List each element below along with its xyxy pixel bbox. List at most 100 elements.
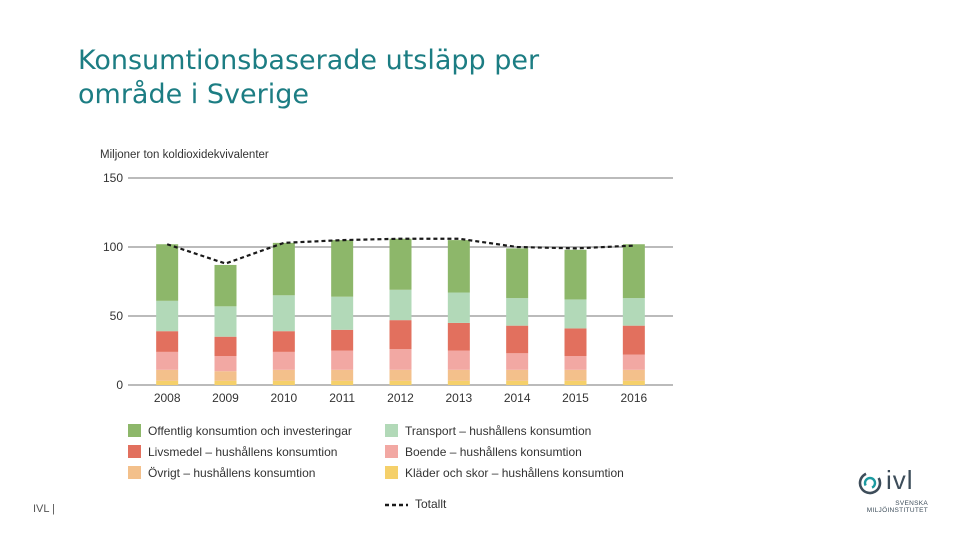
footer-label: IVL | [33,503,56,515]
bar-transport-2013 [447,292,470,323]
legend-swatch-offentlig [128,424,141,437]
legend-item-livsmedel: Livsmedel – hushållens konsumtion [128,445,337,459]
legend-swatch-boende [385,445,398,458]
slide-title: Konsumtionsbaserade utsläpp per område i… [78,44,539,112]
bar-ovrigt-2008 [156,369,179,381]
bar-transport-2012 [389,289,412,321]
bar-ovrigt-2009 [214,371,237,381]
legend-item-offentlig: Offentlig konsumtion och investeringar [128,424,352,438]
y-tick-labels: 0 50 100 150 [103,171,123,392]
legend-label-totalt: Totallt [415,497,447,511]
bar-stack-2015 [564,249,587,385]
legend-label-offentlig: Offentlig konsumtion och investeringar [148,424,352,438]
bar-stack-2013 [447,240,470,385]
x-tick-labels: 2008 2009 2010 2011 2012 2013 2014 2015 2016 [154,391,648,405]
bar-boende-2011 [331,350,354,370]
bar-klader-2012 [389,380,412,385]
bar-livsmedel-2012 [389,320,412,350]
bar-offentlig-2013 [447,240,470,293]
bar-offentlig-2009 [214,264,237,307]
logo-subtitle-line-2: MILJÖINSTITUTET [866,507,928,514]
bar-livsmedel-2008 [156,331,179,352]
bar-livsmedel-2015 [564,328,587,357]
bars [156,238,645,385]
y-tick-label-100: 100 [103,240,123,254]
slide-title-line-1: Konsumtionsbaserade utsläpp per [78,45,540,76]
bar-klader-2013 [447,380,470,385]
legend-swatch-livsmedel [128,445,141,458]
bar-ovrigt-2012 [389,369,412,381]
bar-boende-2010 [272,351,295,370]
logo-wordmark: ivl [886,465,914,495]
bar-offentlig-2014 [506,248,529,299]
bar-klader-2009 [214,380,237,385]
bar-klader-2014 [506,380,529,385]
legend-label-klader: Kläder och skor – hushållens konsumtion [405,466,624,480]
x-tick-label-2009: 2009 [212,391,239,405]
legend-item-ovrigt: Övrigt – hushållens konsumtion [128,466,315,480]
legend-item-klader: Kläder och skor – hushållens konsumtion [385,466,624,480]
legend-item-transport: Transport – hushållens konsumtion [385,424,591,438]
legend-swatch-klader [385,466,398,479]
bar-klader-2008 [156,380,179,385]
bar-transport-2010 [272,295,295,332]
bar-boende-2008 [156,351,179,370]
stacked-bar-chart: Miljoner ton koldioxidekvivalenter 0 50 10… [100,149,673,511]
bar-offentlig-2011 [331,240,354,297]
x-tick-label-2011: 2011 [329,391,355,405]
bar-offentlig-2010 [272,242,295,296]
bar-livsmedel-2016 [622,325,645,355]
x-tick-label-2014: 2014 [504,391,531,405]
bar-offentlig-2008 [156,244,179,301]
bar-transport-2016 [622,298,645,326]
x-tick-label-2013: 2013 [445,391,472,405]
legend-swatch-transport [385,424,398,437]
bar-stack-2014 [506,248,529,385]
bar-livsmedel-2009 [214,336,237,357]
legend-item-totalt: Totallt [385,497,447,511]
legend-label-boende: Boende – hushållens konsumtion [405,445,582,459]
x-tick-label-2012: 2012 [387,391,414,405]
x-tick-label-2010: 2010 [270,391,297,405]
bar-stack-2008 [156,244,179,385]
y-tick-label-150: 150 [103,171,123,185]
bar-livsmedel-2013 [447,322,470,351]
logo-subtitle-line-1: SVENSKA [895,500,928,507]
bar-boende-2009 [214,356,237,372]
y-axis-label: Miljoner ton koldioxidekvivalenter [100,149,269,161]
x-tick-label-2016: 2016 [620,391,647,405]
bar-stack-2010 [272,242,295,385]
bar-ovrigt-2011 [331,369,354,381]
bar-offentlig-2016 [622,244,645,299]
bar-klader-2016 [622,380,645,385]
bar-transport-2008 [156,300,179,332]
slide-title-line-2: område i Sverige [78,79,309,110]
total-line [166,237,634,265]
bar-klader-2015 [564,380,587,385]
ivl-logo: ivl SVENSKA MILJÖINSTITUTET [858,465,930,521]
bar-ovrigt-2014 [506,369,529,381]
bar-ovrigt-2015 [564,369,587,381]
bar-ovrigt-2013 [447,369,470,381]
legend: Offentlig konsumtion och investeringar Tr… [128,424,624,511]
logo-subtitle: SVENSKA MILJÖINSTITUTET [866,500,928,514]
legend-item-boende: Boende – hushållens konsumtion [385,445,582,459]
y-tick-label-0: 0 [116,378,123,392]
bar-offentlig-2012 [389,238,412,290]
bar-ovrigt-2010 [272,369,295,381]
bar-boende-2016 [622,354,645,370]
bar-boende-2014 [506,353,529,370]
bar-stack-2016 [622,244,645,385]
x-tick-label-2008: 2008 [154,391,181,405]
bar-ovrigt-2016 [622,369,645,381]
bar-boende-2013 [447,350,470,370]
bar-stack-2009 [214,264,237,385]
legend-swatch-ovrigt [128,466,141,479]
bar-offentlig-2015 [564,249,587,300]
legend-label-ovrigt: Övrigt – hushållens konsumtion [148,466,315,480]
bar-livsmedel-2010 [272,331,295,352]
bar-klader-2010 [272,380,295,385]
bar-stack-2011 [331,240,354,385]
y-tick-label-50: 50 [110,309,124,323]
bar-livsmedel-2011 [331,329,354,351]
